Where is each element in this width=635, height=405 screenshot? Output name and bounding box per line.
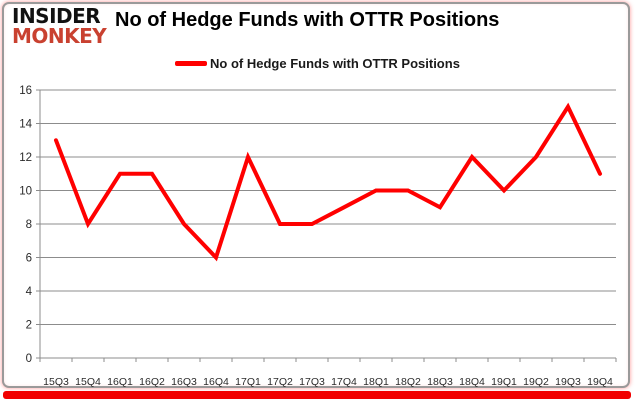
x-axis-tick-label: 16Q3 (171, 376, 197, 388)
x-axis-tick-label: 19Q3 (555, 376, 581, 388)
x-axis-tick-label: 19Q1 (491, 376, 517, 388)
x-axis-tick-label: 17Q4 (331, 376, 357, 388)
x-axis-tick-label: 17Q3 (299, 376, 325, 388)
x-axis-tick-label: 17Q2 (267, 376, 293, 388)
x-axis-tick-label: 18Q3 (427, 376, 453, 388)
legend-line-marker (175, 60, 208, 66)
x-axis-tick-label: 16Q4 (203, 376, 229, 388)
x-axis-tick-label: 18Q1 (363, 376, 389, 388)
x-axis-tick-label: 15Q3 (43, 376, 69, 388)
logo-monkey-text: MONKEY (12, 24, 107, 48)
x-axis-tick-label: 18Q4 (459, 376, 485, 388)
series-line (54, 102, 602, 262)
y-axis-tick-label: 2 (26, 320, 32, 332)
x-axis-tick-label: 16Q1 (107, 376, 133, 388)
y-axis-tick-label: 4 (26, 286, 33, 298)
y-axis-tick-label: 10 (19, 186, 32, 198)
y-axis-tick-label: 12 (19, 152, 32, 164)
x-axis-tick-label: 19Q4 (587, 376, 613, 388)
x-axis-tick-label: 18Q2 (395, 376, 421, 388)
legend: No of Hedge Funds with OTTR Positions (0, 54, 635, 72)
y-axis-tick-label: 14 (19, 119, 32, 131)
x-axis-tick-label: 19Q2 (523, 376, 549, 388)
y-axis-tick-label: 16 (19, 85, 32, 97)
x-axis-tick-label: 15Q4 (75, 376, 101, 388)
x-axis-tick-label: 17Q1 (235, 376, 261, 388)
logo-insider-text: INSIDER (12, 4, 101, 28)
legend-label: No of Hedge Funds with OTTR Positions (210, 55, 460, 71)
x-axis-tick-label: 16Q2 (139, 376, 165, 388)
chart-title: No of Hedge Funds with OTTR Positions (115, 9, 500, 31)
insider-monkey-logo: INSIDER MONKEY (12, 4, 107, 48)
y-axis-tick-label: 6 (26, 253, 32, 265)
y-axis-tick-label: 8 (26, 219, 32, 231)
bottom-accent-bar (3, 391, 631, 399)
y-axis-tick-label: 0 (26, 353, 32, 365)
